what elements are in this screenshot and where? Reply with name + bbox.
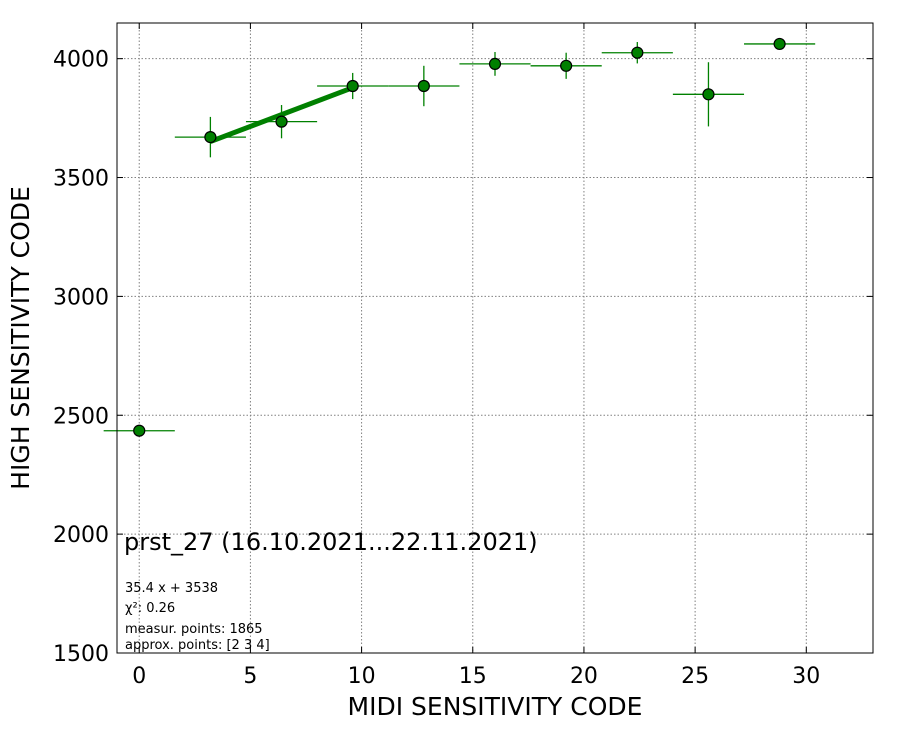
x-tick-label: 15 — [459, 664, 487, 689]
y-tick-label: 4000 — [53, 48, 109, 73]
data-point — [204, 131, 217, 144]
annotation-approx-points: approx. points: [2 3 4] — [125, 638, 270, 653]
data-point — [631, 46, 644, 59]
data-point — [275, 115, 288, 128]
data-point — [346, 79, 359, 93]
annotation-measur-points: measur. points: 1865 — [125, 622, 263, 637]
x-tick-label: 30 — [792, 664, 820, 689]
y-tick-label: 3000 — [53, 285, 109, 310]
axis-ticks — [117, 23, 873, 654]
x-tick-label: 25 — [681, 664, 709, 689]
annotation-chi-squared: χ²: 0.26 — [125, 601, 175, 616]
grid-lines — [117, 23, 873, 654]
data-point — [773, 37, 786, 51]
y-axis-label: HIGH SENSITIVITY CODE — [6, 186, 35, 490]
data-point — [702, 88, 715, 101]
data-point — [417, 79, 430, 93]
y-tick-label: 3500 — [53, 167, 109, 192]
x-tick-label: 20 — [570, 664, 598, 689]
tick-labels: 0 5 10 15 20 25 30 1500 2000 2500 3000 3500 4000 — [53, 48, 820, 689]
data-points — [133, 37, 786, 437]
plot-frame — [116, 22, 874, 654]
annotation-fit-equation: 35.4 x + 3538 — [125, 581, 218, 596]
data-point — [488, 57, 502, 70]
x-tick-label: 10 — [348, 664, 376, 689]
y-tick-label: 1500 — [53, 642, 109, 667]
data-point — [133, 424, 146, 437]
x-tick-label: 5 — [243, 664, 257, 689]
annotation-title: prst_27 (16.10.2021...22.11.2021) — [124, 528, 538, 556]
data-point — [560, 59, 573, 72]
x-tick-label: 0 — [132, 664, 146, 689]
x-axis-label: MIDI SENSITIVITY CODE — [348, 692, 643, 721]
y-tick-label: 2000 — [53, 523, 109, 548]
y-tick-label: 2500 — [53, 404, 109, 429]
